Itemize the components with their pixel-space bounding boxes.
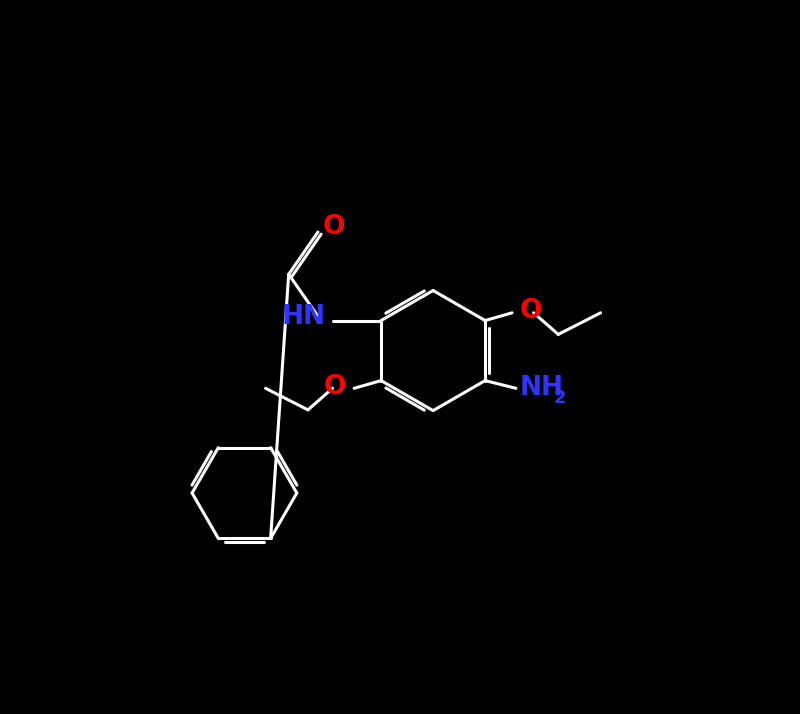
Text: O: O [324,373,346,400]
Text: NH: NH [520,376,564,401]
Text: 2: 2 [554,388,566,406]
Text: O: O [520,298,542,324]
Text: O: O [322,213,345,240]
Text: HN: HN [282,304,326,331]
